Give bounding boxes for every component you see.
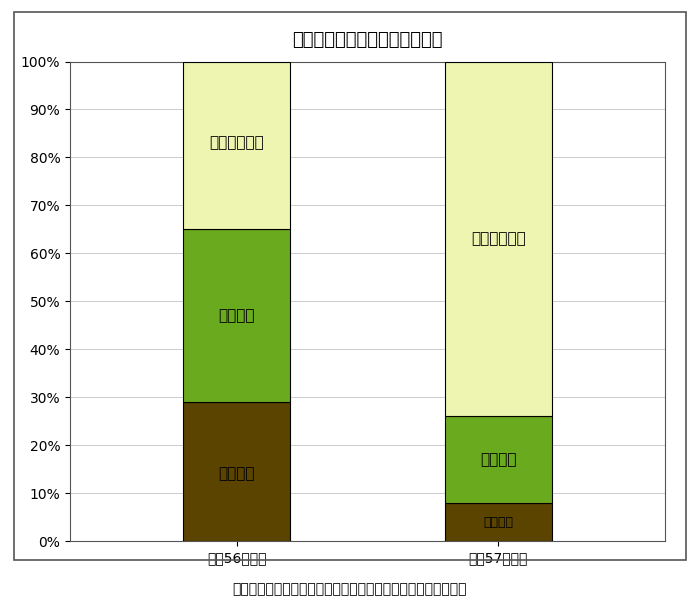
- Text: 軽微・無被害: 軽微・無被害: [471, 231, 526, 247]
- Text: 大破以上: 大破以上: [484, 515, 513, 528]
- Bar: [445, 62, 552, 416]
- Bar: [183, 62, 290, 229]
- Text: 軽微・無被害: 軽微・無被害: [209, 135, 264, 151]
- Text: 中・小破: 中・小破: [218, 308, 255, 323]
- Text: 中・小破: 中・小破: [480, 452, 517, 467]
- Title: 建築年別の被害状況（建築物）: 建築年別の被害状況（建築物）: [293, 31, 442, 49]
- Bar: [445, 503, 552, 541]
- Bar: [183, 402, 290, 541]
- Text: 大破以上: 大破以上: [218, 467, 255, 482]
- Text: （出典）平成７年阪神淡路大震災建築震災調査委員会中間報告: （出典）平成７年阪神淡路大震災建築震災調査委員会中間報告: [232, 582, 468, 597]
- Bar: [445, 416, 552, 503]
- Bar: [183, 229, 290, 402]
